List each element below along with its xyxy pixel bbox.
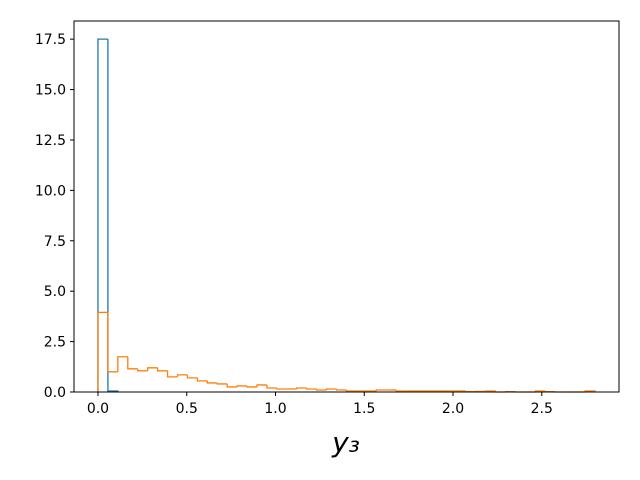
histogram-step bbox=[266, 384, 277, 389]
histogram-step bbox=[226, 383, 238, 388]
histogram-step bbox=[335, 388, 347, 391]
y-tick-label: 15.0 bbox=[35, 83, 66, 99]
histogram-step bbox=[316, 388, 327, 391]
y-tick-label: 2.5 bbox=[44, 335, 66, 351]
histogram-step bbox=[127, 356, 138, 370]
x-tick-label: 0.0 bbox=[87, 401, 109, 417]
x-tick-label: 2.5 bbox=[531, 401, 553, 417]
x-tick-label: 1.0 bbox=[264, 401, 286, 417]
histogram-step bbox=[216, 382, 228, 385]
histogram-step bbox=[97, 311, 108, 392]
histogram-step bbox=[147, 367, 158, 371]
histogram-step bbox=[584, 390, 596, 392]
histogram-step bbox=[236, 385, 248, 387]
histogram-step bbox=[107, 312, 118, 373]
x-tick-label: 1.5 bbox=[353, 401, 375, 417]
histogram-step bbox=[137, 368, 148, 372]
histogram-step bbox=[97, 38, 108, 392]
y-tick-label: 7.5 bbox=[44, 234, 66, 250]
plot-frame bbox=[73, 20, 620, 393]
x-tick-label: 0.5 bbox=[176, 401, 198, 417]
histogram-step bbox=[176, 374, 188, 377]
histogram-step bbox=[256, 384, 267, 387]
histogram-step bbox=[395, 389, 407, 392]
y-tick-label: 17.5 bbox=[35, 32, 66, 48]
histogram-step bbox=[375, 389, 387, 391]
y-tick-label: 0.0 bbox=[44, 385, 66, 401]
y-tick-label: 12.5 bbox=[35, 133, 66, 149]
y-tick-label: 10.0 bbox=[35, 183, 66, 199]
x-tick-label: 2.0 bbox=[442, 401, 464, 417]
histogram-step bbox=[325, 388, 337, 390]
histogram-step bbox=[117, 356, 128, 372]
histogram-step bbox=[186, 374, 198, 379]
histogram-step bbox=[276, 387, 287, 390]
x-axis-label: y₃ bbox=[331, 426, 360, 459]
histogram-step bbox=[196, 377, 208, 382]
histogram-step bbox=[296, 387, 307, 389]
histogram-step bbox=[206, 380, 218, 384]
histogram-step bbox=[345, 389, 357, 392]
y-tick-label: 5.0 bbox=[44, 284, 66, 300]
histogram-step bbox=[306, 387, 317, 390]
histogram-step bbox=[156, 367, 168, 372]
histogram-step bbox=[246, 385, 258, 388]
histogram-step bbox=[166, 370, 178, 378]
histogram-step bbox=[107, 39, 119, 392]
